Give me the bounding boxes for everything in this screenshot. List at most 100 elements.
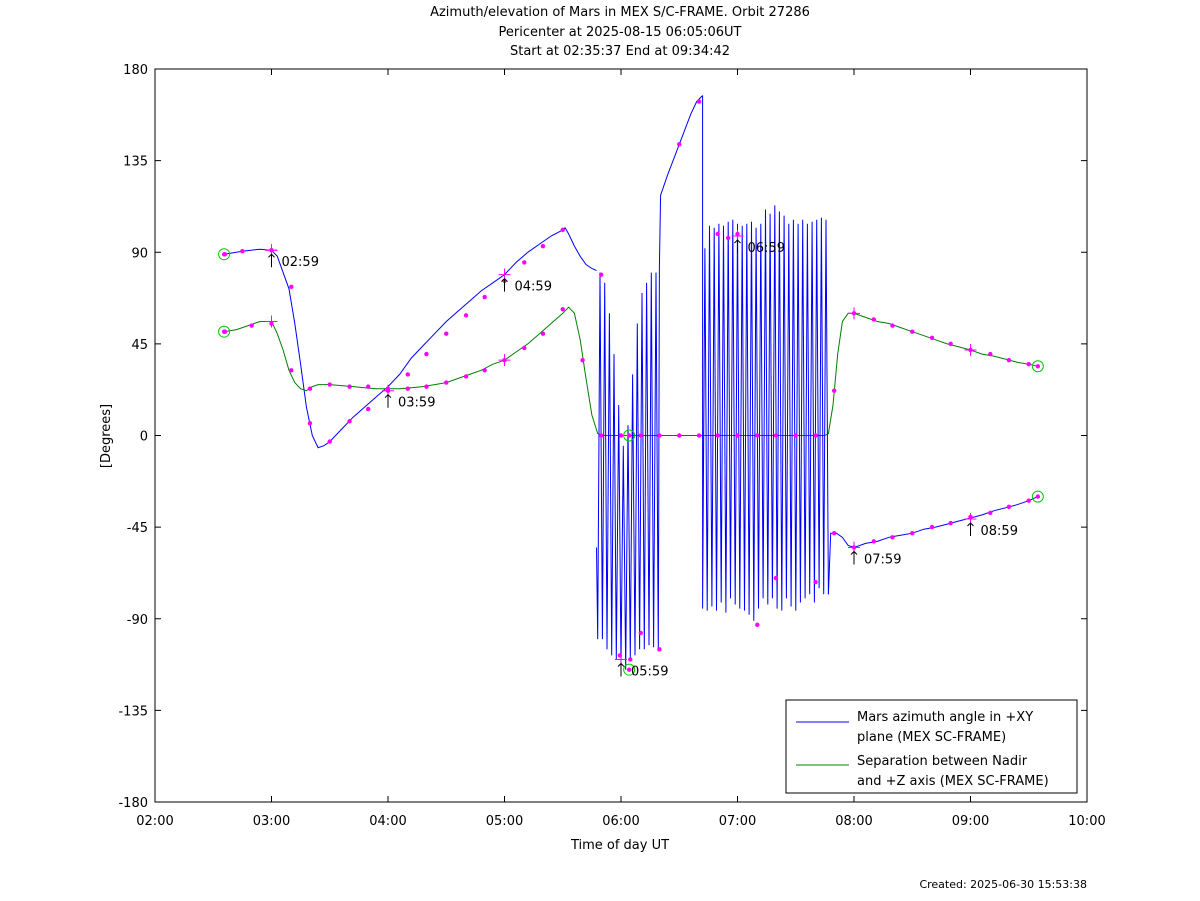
data-point-marker	[677, 433, 682, 438]
data-point-marker	[540, 331, 546, 336]
endpoint-dot-marker	[1035, 364, 1041, 369]
data-point-marker	[463, 374, 469, 379]
data-point-marker	[560, 307, 565, 312]
annotation-arrow	[617, 662, 625, 677]
endpoint-circle-marker	[1031, 360, 1044, 373]
y-tick-label: 90	[131, 246, 148, 261]
series-line-2	[596, 266, 660, 670]
y-tick-label: 180	[123, 63, 148, 78]
data-point-marker	[618, 433, 624, 438]
data-point-marker	[1006, 504, 1012, 509]
y-tick-label: 135	[123, 155, 148, 170]
data-point-marker	[365, 406, 371, 412]
data-point-marker	[696, 99, 702, 104]
data-point-marker	[910, 329, 915, 334]
data-point-marker	[347, 384, 352, 389]
data-point-marker	[638, 433, 644, 438]
series-line-5	[827, 496, 1039, 595]
data-point-marker	[522, 345, 527, 351]
data-point-marker	[405, 386, 411, 391]
hour-cross-marker	[498, 354, 511, 367]
y-tick-label: -180	[118, 796, 148, 811]
data-point-marker	[890, 323, 895, 328]
annotation-label: 08:59	[981, 524, 1018, 539]
data-point-marker	[755, 433, 760, 438]
x-tick-label: 08:00	[835, 814, 872, 829]
data-point-marker	[289, 368, 294, 373]
data-point-marker	[715, 433, 720, 438]
data-point-marker	[813, 433, 818, 438]
legend-box	[785, 699, 1078, 794]
y-tick-label: -135	[118, 704, 148, 719]
x-tick-label: 05:00	[486, 814, 523, 829]
data-point-marker	[657, 647, 662, 652]
data-point-marker	[813, 579, 818, 585]
data-point-marker	[735, 433, 740, 438]
x-tick-label: 10:00	[1068, 814, 1105, 829]
data-point-marker	[365, 384, 371, 389]
series-line-3	[658, 95, 703, 267]
data-point-marker	[347, 419, 352, 424]
y-tick-label: -90	[127, 613, 148, 628]
series-line-1	[224, 306, 1038, 436]
data-point-marker	[482, 294, 487, 300]
annotation-arrow	[734, 239, 741, 253]
data-point-marker	[249, 323, 254, 328]
data-point-marker	[871, 539, 877, 544]
data-point-marker	[598, 272, 604, 277]
data-point-marker	[327, 382, 332, 387]
x-tick-label: 03:00	[253, 814, 290, 829]
data-point-marker	[307, 421, 313, 426]
annotation-arrow	[501, 277, 508, 292]
endpoint-circle-marker	[623, 429, 636, 442]
annotation-arrow	[268, 253, 275, 268]
data-point-marker	[929, 335, 935, 340]
annotation-label: 03:59	[398, 396, 435, 411]
y-axis-label: [Degrees]	[99, 404, 114, 468]
data-point-marker	[948, 520, 953, 526]
data-point-marker	[793, 433, 798, 438]
endpoint-dot-marker	[221, 252, 227, 257]
data-point-marker	[1026, 362, 1031, 367]
data-point-marker	[289, 284, 294, 290]
data-point-marker	[444, 331, 449, 336]
data-point-marker	[773, 575, 779, 581]
annotation-arrow	[384, 393, 392, 408]
y-tick-label: -45	[127, 521, 148, 536]
endpoint-dot-marker	[1035, 494, 1041, 499]
annotation-arrow	[967, 522, 974, 536]
endpoint-circle-marker	[218, 248, 231, 261]
chart-title-line-2: Pericenter at 2025-08-15 06:05:06UT	[498, 25, 742, 40]
legend: Mars azimuth angle in +XY plane (MEX SC-…	[785, 699, 1078, 794]
y-tick-label: 0	[140, 430, 148, 445]
hour-cross-marker	[964, 343, 977, 356]
series-line-4	[702, 95, 829, 621]
hour-cross-marker	[848, 307, 860, 320]
data-point-marker	[424, 351, 429, 357]
legend-label-azimuth-1: Mars azimuth angle in +XY	[857, 710, 1033, 725]
endpoint-circle-marker	[1031, 490, 1044, 503]
y-tick-label: 45	[131, 338, 148, 353]
data-point-marker	[1006, 357, 1012, 363]
data-point-marker	[444, 380, 449, 385]
data-point-marker	[890, 535, 895, 540]
data-point-marker	[327, 439, 332, 444]
data-point-marker	[560, 227, 565, 233]
hour-cross-marker	[265, 315, 278, 328]
marker-layer	[218, 99, 1044, 676]
data-point-marker	[598, 433, 604, 438]
chart-title-line-3: Start at 02:35:37 End at 09:34:42	[509, 44, 731, 59]
annotation-label: 07:59	[864, 552, 901, 567]
series-layer	[224, 95, 1039, 670]
data-point-marker	[831, 531, 837, 536]
data-point-marker	[657, 433, 662, 438]
data-point-marker	[240, 249, 245, 254]
x-tick-label: 07:00	[719, 814, 756, 829]
endpoint-circle-marker	[623, 663, 636, 676]
data-point-marker	[755, 622, 760, 628]
x-tick-label: 06:00	[602, 814, 639, 829]
data-point-marker	[628, 657, 633, 662]
endpoint-dot-marker	[626, 667, 632, 672]
annotation-label: 05:59	[631, 664, 668, 679]
